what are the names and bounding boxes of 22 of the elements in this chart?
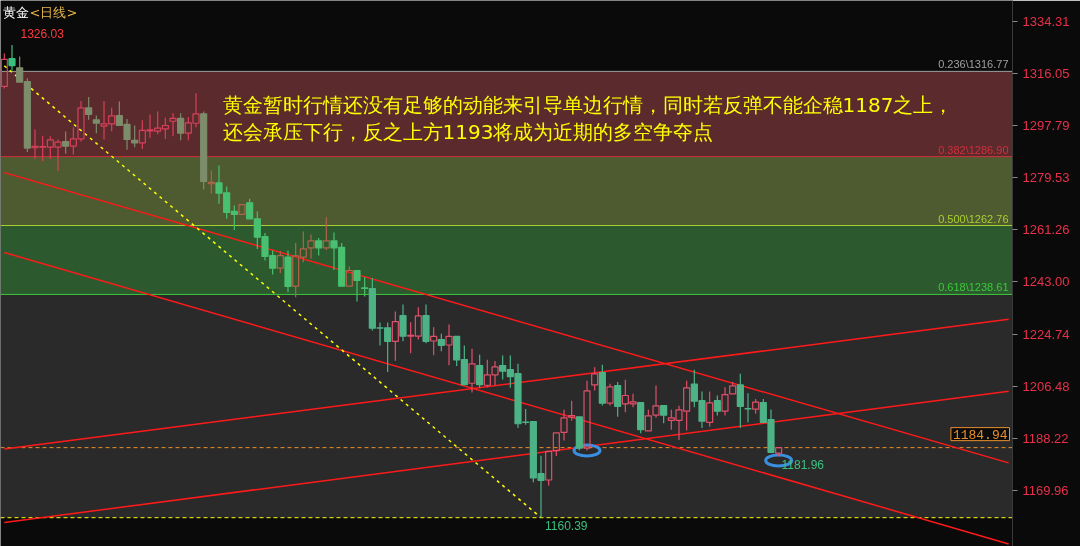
y-tick-label: 1316.05 <box>1022 65 1070 81</box>
y-tick-label: 1224.74 <box>1022 326 1070 342</box>
y-tick-label: 1188.22 <box>1022 430 1069 446</box>
ref-line-label: 0.618\1238.61 <box>938 281 1009 294</box>
chart-title: 黄金 <box>2 5 29 20</box>
annotation: 1326.03 <box>20 27 65 41</box>
annotation: 还会承压下行，反之上方1193将成为近期的多空争夺点 <box>222 119 714 144</box>
annotation: 黄金暂时行情还没有足够的动能来引导单边行情，同时若反弹不能企稳1187之上， <box>222 92 954 117</box>
ref-line-label: 0.236\1316.77 <box>938 58 1009 71</box>
annotation: 1160.39 <box>545 518 588 533</box>
y-tick-label: 1206.48 <box>1022 378 1070 394</box>
y-tick-label: 1169.96 <box>1022 482 1069 498</box>
ref-line-label: 0.382\1286.90 <box>938 143 1009 156</box>
y-tick-label: 1243.00 <box>1022 274 1070 290</box>
annotation: 1181.96 <box>781 458 825 472</box>
ref-line-label: 1184.94 <box>952 427 1008 443</box>
chart-subtitle: <日线> <box>29 5 78 20</box>
y-tick-label: 1297.79 <box>1022 118 1070 134</box>
y-tick-label: 1279.53 <box>1022 170 1070 186</box>
ref-line-label: 0.500\1262.76 <box>938 212 1009 225</box>
y-tick-label: 1334.31 <box>1022 13 1070 29</box>
y-tick-label: 1261.26 <box>1022 222 1070 238</box>
